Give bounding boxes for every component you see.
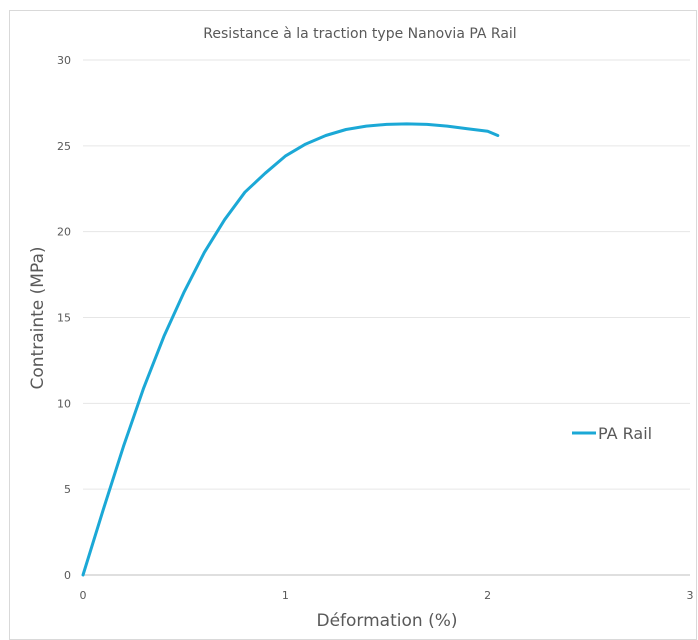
x-axis-label: Déformation (%): [317, 611, 458, 631]
series-line-pa-rail: [81, 122, 500, 577]
y-tick-label: 5: [64, 483, 71, 496]
y-tick-label: 10: [57, 397, 71, 410]
legend: PA Rail: [572, 424, 652, 443]
chart-title: Resistance à la traction type Nanovia PA…: [203, 26, 516, 42]
y-tick-label: 0: [64, 569, 71, 582]
x-tick-labels: 0 1 2 3: [80, 589, 694, 602]
grid-lines: [83, 59, 690, 490]
y-tick-labels: 0 5 10 15 20 25 30: [57, 54, 71, 582]
x-tick-label: 2: [484, 589, 491, 602]
y-tick-label: 30: [57, 54, 71, 67]
legend-label: PA Rail: [598, 424, 652, 443]
series-layer: [81, 122, 500, 577]
x-tick-label: 1: [282, 589, 289, 602]
chart-frame: [9, 10, 697, 640]
y-axis-label: Contrainte (MPa): [28, 247, 48, 390]
y-tick-label: 25: [57, 140, 71, 153]
x-tick-label: 3: [687, 589, 694, 602]
x-tick-label: 0: [80, 589, 87, 602]
y-tick-label: 15: [57, 312, 71, 325]
y-tick-label: 20: [57, 226, 71, 239]
